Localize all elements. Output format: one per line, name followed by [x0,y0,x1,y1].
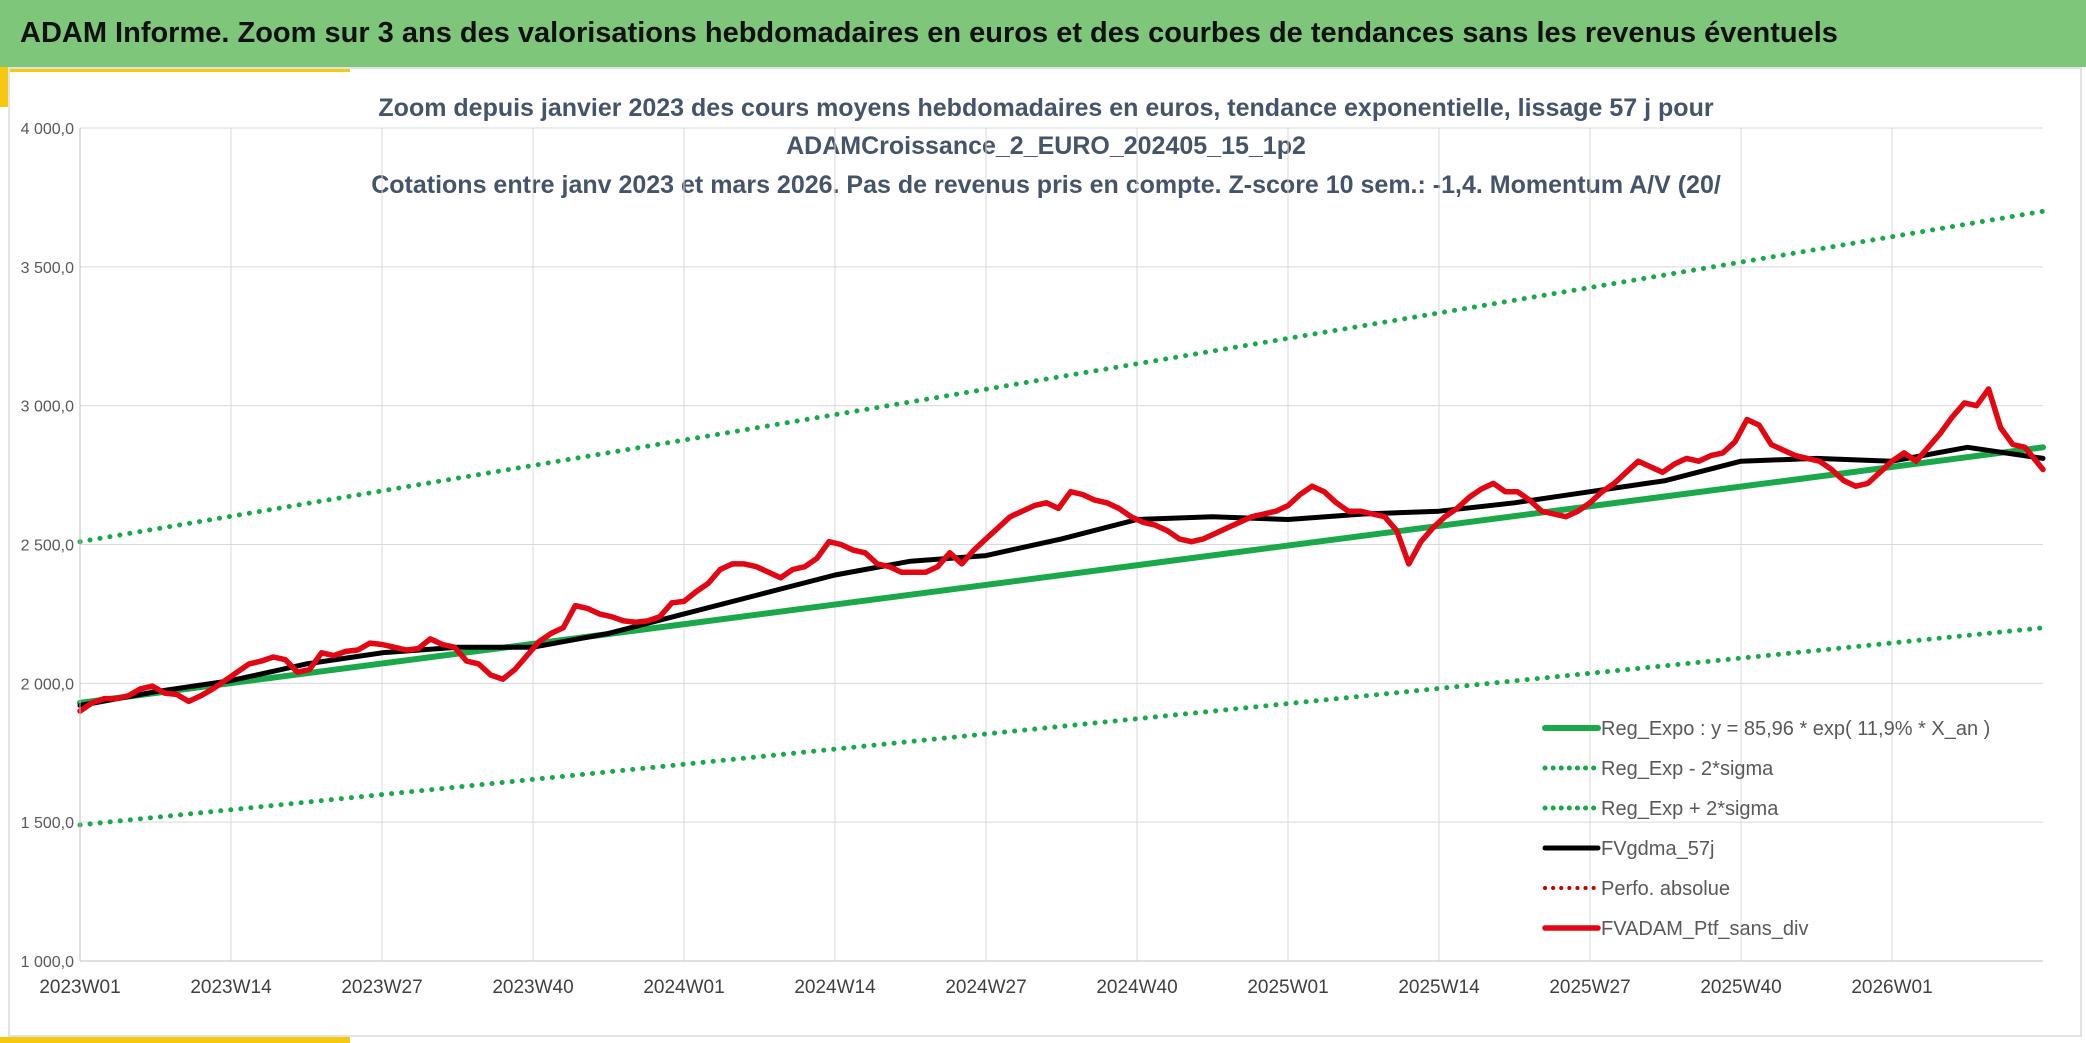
x-tick-label: 2025W27 [1549,977,1630,998]
y-tick-label: 4 000,0 [21,121,74,138]
accent-bar-top [0,67,350,72]
legend: Reg_Expo : y = 85,96 * exp( 11,9% * X_an… [1542,718,1990,940]
chart-title-line-2: ADAMCroissance_2_EURO_202405_15_1p2 [786,132,1306,160]
series-reg-exp-minus-2sigma [77,625,2046,828]
series-reg-exp-plus-2sigma [77,208,2046,545]
chart-title-line-3: Cotations entre janv 2023 et mars 2026. … [371,171,1721,199]
x-tick-label: 2024W27 [945,977,1026,998]
y-tick-label: 2 000,0 [21,676,74,693]
accent-bar-left [0,67,8,107]
legend-label: Reg_Exp + 2*sigma [1601,798,1779,820]
x-tick-label: 2024W01 [643,977,724,998]
chart-frame [8,67,2082,1037]
series-fvadam-ptf-sans-div [77,386,2046,714]
accent-bar-bottom [0,1037,350,1043]
y-tick-label: 3 000,0 [21,399,74,416]
x-tick-label: 2023W27 [341,977,422,998]
legend-label: Reg_Expo : y = 85,96 * exp( 11,9% * X_an… [1601,718,1990,740]
chart-title-line-1: Zoom depuis janvier 2023 des cours moyen… [378,94,1713,122]
x-tick-label: 2023W01 [39,977,120,998]
x-tick-label: 2023W40 [492,977,573,998]
x-tick-label: 2023W14 [190,977,272,998]
x-tick-label: 2025W14 [1398,977,1480,998]
legend-label: FVADAM_Ptf_sans_div [1601,918,1809,940]
grid [79,127,2043,962]
x-tick-label: 2024W14 [794,977,876,998]
y-axis: 1 000,0 1 500,0 2 000,0 2 500,0 3 000,0 3 500… [21,121,81,971]
legend-label: Perfo. absolue [1601,878,1730,900]
series-layer [77,208,2046,828]
y-tick-label: 1 000,0 [21,954,74,971]
x-tick-label: 2025W01 [1247,977,1328,998]
y-tick-label: 2 500,0 [21,538,74,555]
x-tick-label: 2026W01 [1851,977,1932,998]
legend-label: Reg_Exp - 2*sigma [1601,758,1774,780]
y-tick-label: 3 500,0 [21,260,74,277]
chart-title: Zoom depuis janvier 2023 des cours moyen… [371,94,1721,199]
x-tick-label: 2025W40 [1700,977,1781,998]
legend-label: FVgdma_57j [1601,838,1714,860]
x-tick-label: 2024W40 [1096,977,1177,998]
y-tick-label: 1 500,0 [21,815,74,832]
header-banner: ADAM Informe. Zoom sur 3 ans des valoris… [0,0,2086,67]
page-title: ADAM Informe. Zoom sur 3 ans des valoris… [20,17,1838,49]
series-reg-expo [77,444,2046,706]
x-axis: 2023W01 2023W14 2023W27 2023W40 2024W01 2024W… [39,960,2043,998]
